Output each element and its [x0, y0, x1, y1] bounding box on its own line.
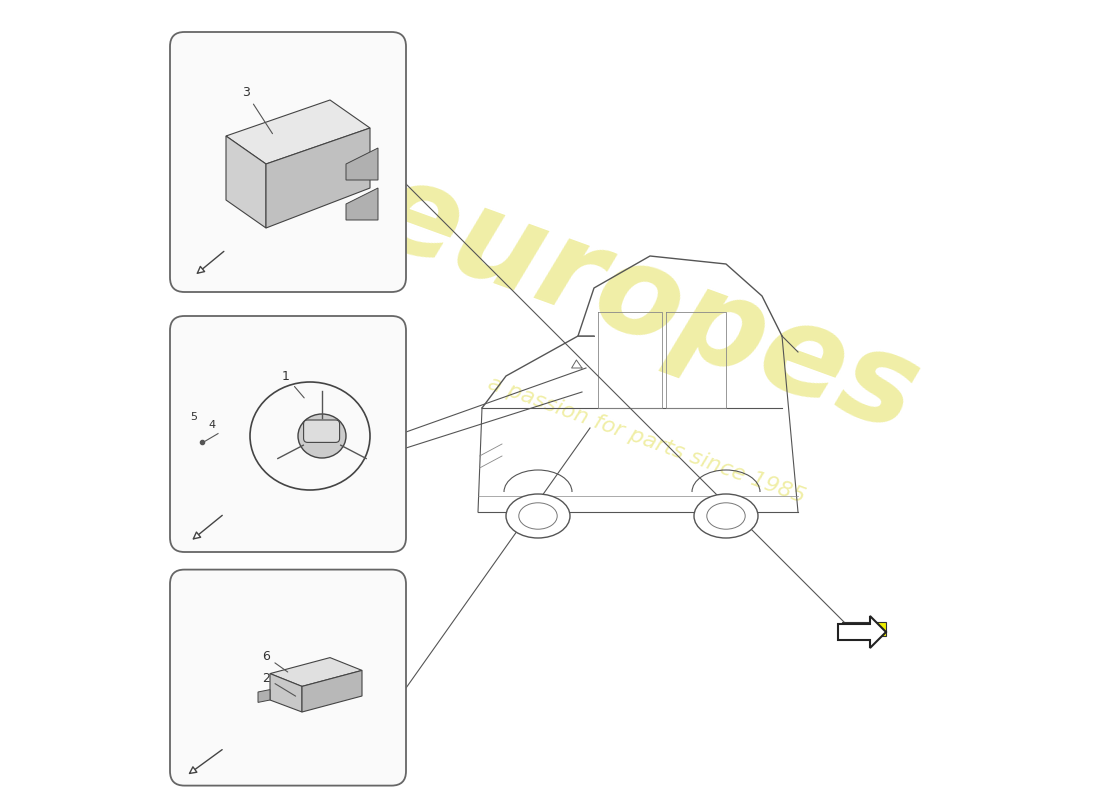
Polygon shape: [302, 670, 362, 712]
Text: europes: europes: [358, 150, 934, 458]
Polygon shape: [226, 100, 370, 164]
Text: 4: 4: [209, 420, 216, 430]
FancyBboxPatch shape: [304, 420, 340, 442]
FancyBboxPatch shape: [170, 570, 406, 786]
Polygon shape: [838, 616, 886, 648]
Polygon shape: [346, 148, 378, 180]
Polygon shape: [226, 136, 266, 228]
FancyBboxPatch shape: [170, 32, 406, 292]
Polygon shape: [258, 690, 270, 702]
Text: M: M: [319, 428, 326, 434]
Polygon shape: [266, 128, 370, 228]
Text: 3: 3: [242, 86, 273, 134]
Polygon shape: [270, 674, 302, 712]
Polygon shape: [346, 188, 378, 220]
Text: 1: 1: [282, 370, 305, 398]
Text: a passion for parts since 1985: a passion for parts since 1985: [484, 373, 807, 507]
FancyBboxPatch shape: [170, 316, 406, 552]
Text: 5: 5: [190, 412, 198, 422]
Text: 6: 6: [262, 650, 288, 672]
FancyBboxPatch shape: [842, 622, 886, 636]
Ellipse shape: [694, 494, 758, 538]
Text: 2: 2: [262, 672, 296, 696]
Ellipse shape: [506, 494, 570, 538]
Ellipse shape: [298, 414, 346, 458]
Polygon shape: [270, 658, 362, 686]
